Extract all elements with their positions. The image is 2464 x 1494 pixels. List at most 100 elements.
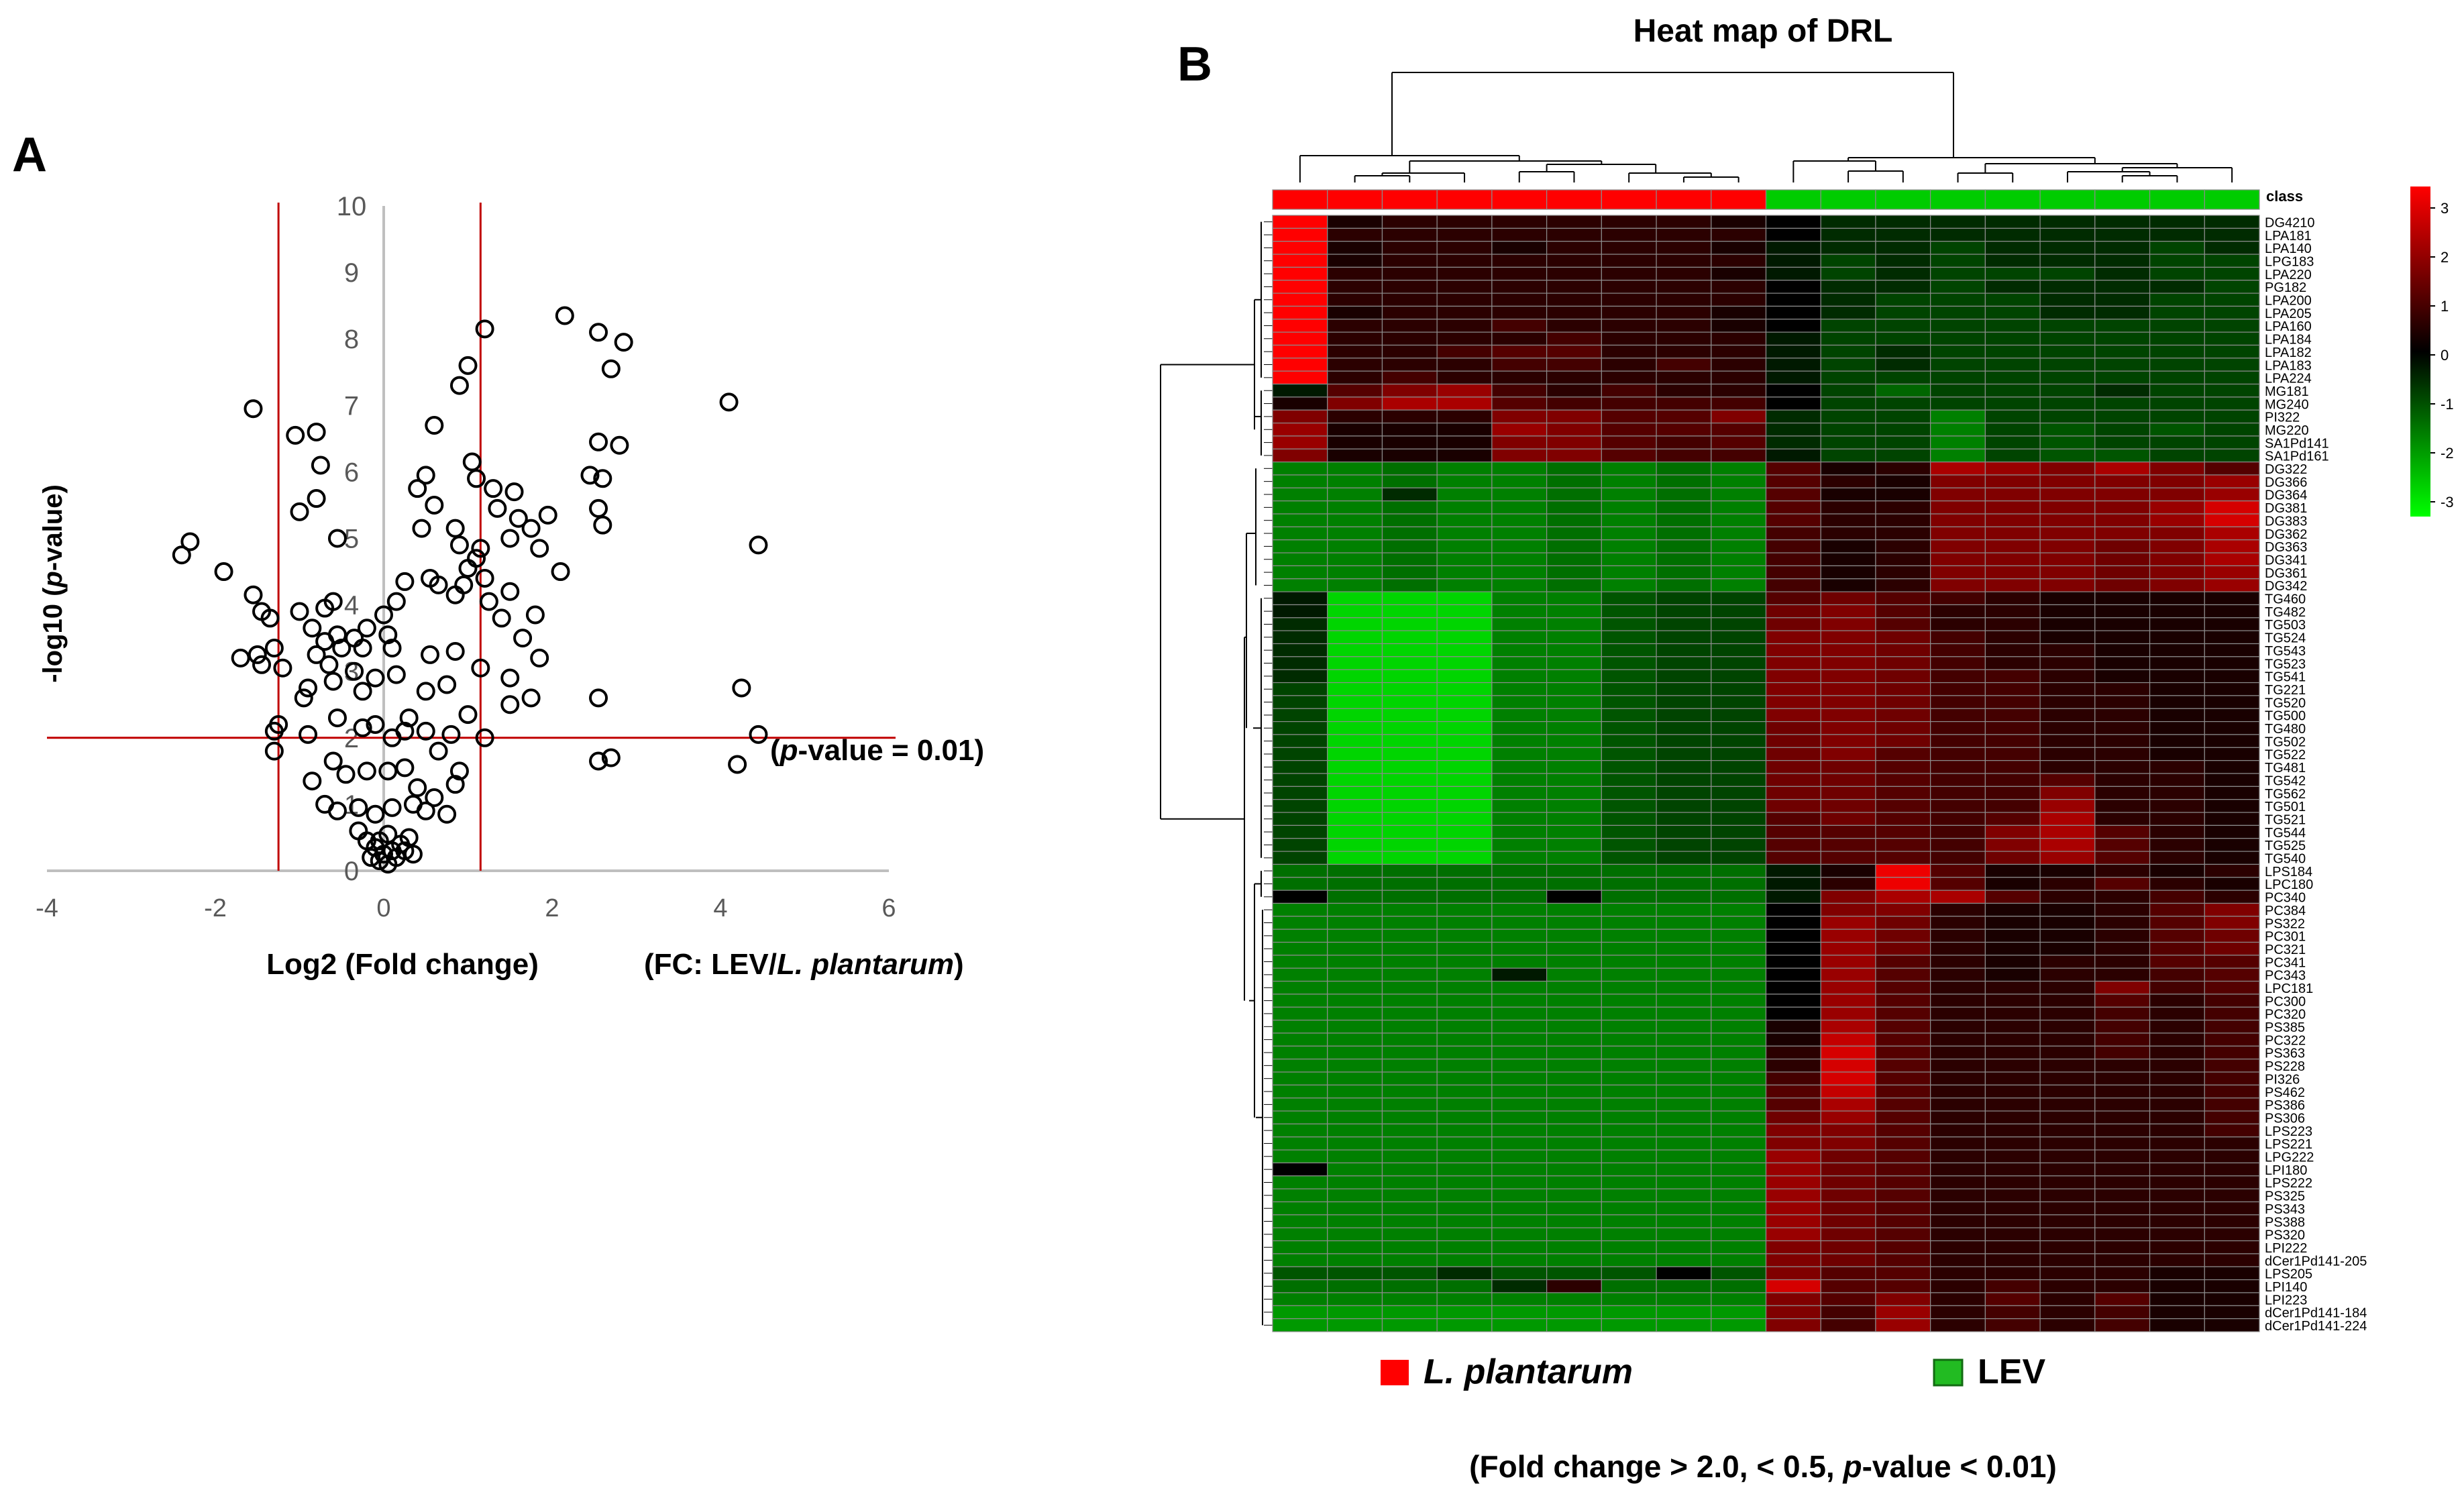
heatmap-cell <box>1381 1188 1438 1203</box>
heatmap-cell <box>1272 967 1328 982</box>
heatmap-cell <box>1765 513 1821 527</box>
heatmap-cell <box>1656 1227 1712 1242</box>
heatmap-cell <box>2094 1045 2151 1060</box>
heatmap-cell <box>2204 1020 2260 1034</box>
row-label: TG522 <box>2265 748 2306 763</box>
heatmap-cell <box>1272 396 1328 411</box>
heatmap-cell <box>1875 941 1931 956</box>
heatmap-cell <box>1984 254 2041 268</box>
heatmap-cell <box>1546 1059 1602 1073</box>
heatmap-cell <box>1436 708 1493 723</box>
heatmap-cell <box>1381 630 1438 645</box>
heatmap-cell <box>1381 1045 1438 1060</box>
heatmap-cell <box>1984 565 2041 580</box>
heatmap-cell <box>1984 266 2041 281</box>
heatmap-cell <box>1875 695 1931 709</box>
heatmap-cell <box>2039 617 2096 631</box>
heatmap-cell <box>1820 902 1876 917</box>
row-label: TG500 <box>2265 709 2306 724</box>
volcano-point <box>395 758 415 778</box>
heatmap-cell <box>1272 1175 1328 1189</box>
heatmap-cell <box>1930 227 1986 242</box>
heatmap-cell <box>1327 1006 1383 1021</box>
heatmap-cell <box>2039 383 2096 398</box>
heatmap-cell <box>1711 1136 1767 1151</box>
heatmap-cell <box>1711 708 1767 723</box>
heatmap-cell <box>1984 1032 2041 1047</box>
volcano-point <box>467 549 486 568</box>
heatmap-cell <box>1656 1279 1712 1293</box>
heatmap-cell <box>2149 305 2205 320</box>
heatmap-cell <box>2149 215 2205 229</box>
volcano-point <box>530 539 549 558</box>
heatmap-cell <box>1765 1045 1821 1060</box>
heatmap-cell <box>2204 721 2260 735</box>
heatmap-cell <box>1711 1188 1767 1203</box>
heatmap-cell <box>2094 344 2151 359</box>
volcano-point <box>180 532 200 551</box>
heatmap-cell <box>1601 254 1657 268</box>
row-label: LPC180 <box>2265 877 2313 892</box>
row-label: PC300 <box>2265 994 2306 1009</box>
heatmap-cell <box>1765 1318 1821 1332</box>
heatmap-cell <box>2039 526 2096 541</box>
heatmap-cell <box>1601 305 1657 320</box>
heatmap-cell <box>1656 227 1712 242</box>
row-label: DG361 <box>2265 566 2307 581</box>
heatmap-cell <box>1546 902 1602 917</box>
volcano-point <box>504 482 524 502</box>
heatmap-cell <box>1984 863 2041 878</box>
volcano-point <box>311 456 330 475</box>
heatmap-cell <box>2039 513 2096 527</box>
volcano-point <box>479 592 498 611</box>
heatmap-cell <box>2149 383 2205 398</box>
heatmap-cell <box>1711 1253 1767 1267</box>
heatmap-cell <box>1875 617 1931 631</box>
heatmap-cell <box>2149 838 2205 852</box>
heatmap-cell <box>2039 305 2096 320</box>
heatmap-cell <box>1875 1006 1931 1021</box>
heatmap-panel: B Heat map of DRL class DG4210LPA181LPA1… <box>1160 13 2454 1484</box>
heatmap-cell <box>1875 1201 1931 1216</box>
heatmap-cell <box>1381 682 1438 696</box>
heatmap-cell <box>1820 812 1876 826</box>
legend-label-l-plantarum: L. plantarum <box>1424 1352 1633 1391</box>
heatmap-cell <box>2039 1149 2096 1164</box>
heatmap-cell <box>1820 591 1876 606</box>
heatmap-cell <box>1820 773 1876 787</box>
heatmap-cell <box>2149 241 2205 255</box>
heatmap-cell <box>2204 786 2260 800</box>
heatmap-cell <box>1765 890 1821 904</box>
heatmap-cell <box>1327 254 1383 268</box>
heatmap-cell <box>2094 1098 2151 1112</box>
heatmap-cell <box>1381 916 1438 930</box>
heatmap-cell <box>1381 1020 1438 1034</box>
heatmap-cell <box>1272 863 1328 878</box>
heatmap-cell <box>2149 877 2205 891</box>
heatmap-cell <box>2039 643 2096 657</box>
heatmap-cell <box>1875 513 1931 527</box>
heatmap-cell <box>1711 462 1767 476</box>
heatmap-cell <box>1546 838 1602 852</box>
heatmap-cell <box>1491 435 1548 449</box>
heatmap-cell <box>2204 760 2260 774</box>
heatmap-cell <box>1820 838 1876 852</box>
heatmap-cell <box>2039 747 2096 761</box>
heatmap-cell <box>1381 513 1438 527</box>
heatmap-cell <box>1601 1071 1657 1085</box>
heatmap-cell <box>1272 1227 1328 1242</box>
heatmap-cell <box>1984 487 2041 502</box>
heatmap-cell <box>1711 863 1767 878</box>
heatmap-cell <box>2039 799 2096 813</box>
heatmap-cell <box>1436 435 1493 449</box>
heatmap-cell <box>1656 1175 1712 1189</box>
heatmap-cell <box>2204 409 2260 424</box>
panel-a-letter: A <box>12 128 47 182</box>
heatmap-cell <box>2204 1059 2260 1073</box>
heatmap-cell <box>2094 409 2151 424</box>
heatmap-cell <box>1656 747 1712 761</box>
heatmap-cell <box>2149 1253 2205 1267</box>
heatmap-cell <box>1656 526 1712 541</box>
heatmap-cell <box>1272 526 1328 541</box>
heatmap-cell <box>2039 928 2096 943</box>
